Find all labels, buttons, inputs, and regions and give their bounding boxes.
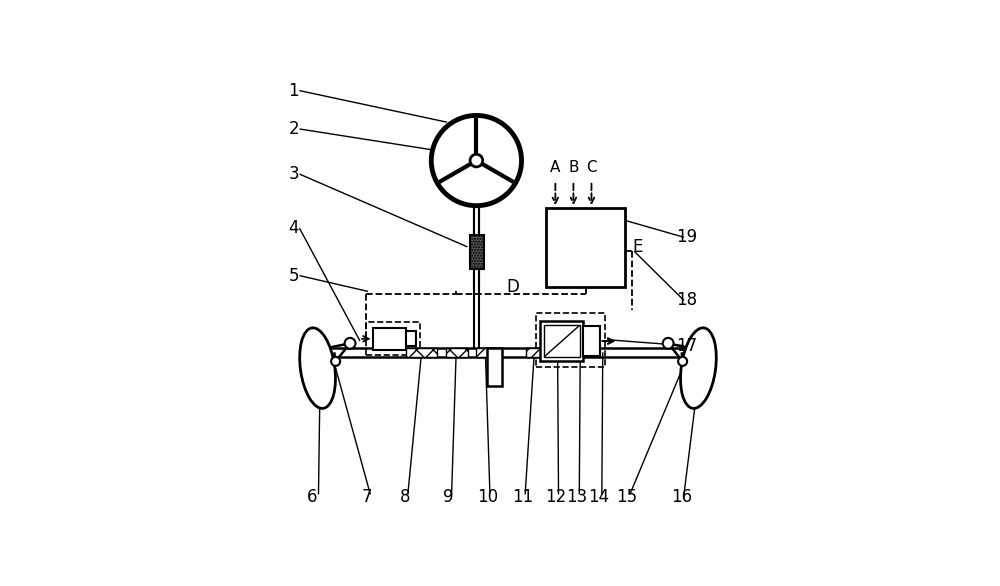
Text: 17: 17 [676, 336, 697, 355]
Ellipse shape [681, 328, 716, 408]
Text: 1: 1 [288, 81, 299, 100]
Bar [540, 321, 583, 362]
Text: 3: 3 [288, 165, 299, 183]
Bar [406, 348, 437, 357]
Bar [446, 348, 468, 357]
Text: 19: 19 [676, 229, 697, 246]
Text: B: B [568, 161, 579, 175]
Text: 10: 10 [477, 488, 498, 506]
Text: 7: 7 [362, 488, 372, 506]
Text: 11: 11 [512, 488, 533, 506]
Bar [546, 208, 625, 287]
Bar [487, 348, 502, 386]
Bar [583, 326, 600, 356]
Text: 12: 12 [545, 488, 566, 506]
Bar [544, 325, 580, 357]
Bar [366, 322, 420, 356]
Text: 8: 8 [400, 488, 410, 506]
Text: E: E [632, 238, 643, 256]
Bar [470, 235, 484, 269]
Text: 4: 4 [288, 219, 299, 237]
Text: A: A [550, 161, 561, 175]
Text: 14: 14 [589, 488, 610, 506]
Text: 6: 6 [306, 488, 317, 506]
Circle shape [678, 357, 687, 366]
Ellipse shape [300, 328, 335, 408]
Text: 18: 18 [676, 291, 697, 309]
Text: 16: 16 [671, 488, 692, 506]
Bar [536, 312, 605, 367]
Text: 15: 15 [617, 488, 638, 506]
Circle shape [470, 154, 483, 167]
Circle shape [321, 348, 330, 357]
Bar [476, 348, 495, 357]
Text: D: D [506, 278, 519, 296]
Circle shape [686, 348, 695, 357]
Text: 13: 13 [566, 488, 587, 506]
Bar [373, 328, 406, 350]
Bar [406, 331, 416, 346]
Circle shape [331, 357, 340, 366]
Text: 2: 2 [288, 120, 299, 138]
Text: 5: 5 [288, 267, 299, 285]
Text: C: C [586, 161, 597, 175]
Text: 9: 9 [443, 488, 454, 506]
Circle shape [663, 338, 674, 349]
Circle shape [431, 115, 522, 206]
Circle shape [345, 338, 355, 349]
Bar [526, 348, 543, 357]
